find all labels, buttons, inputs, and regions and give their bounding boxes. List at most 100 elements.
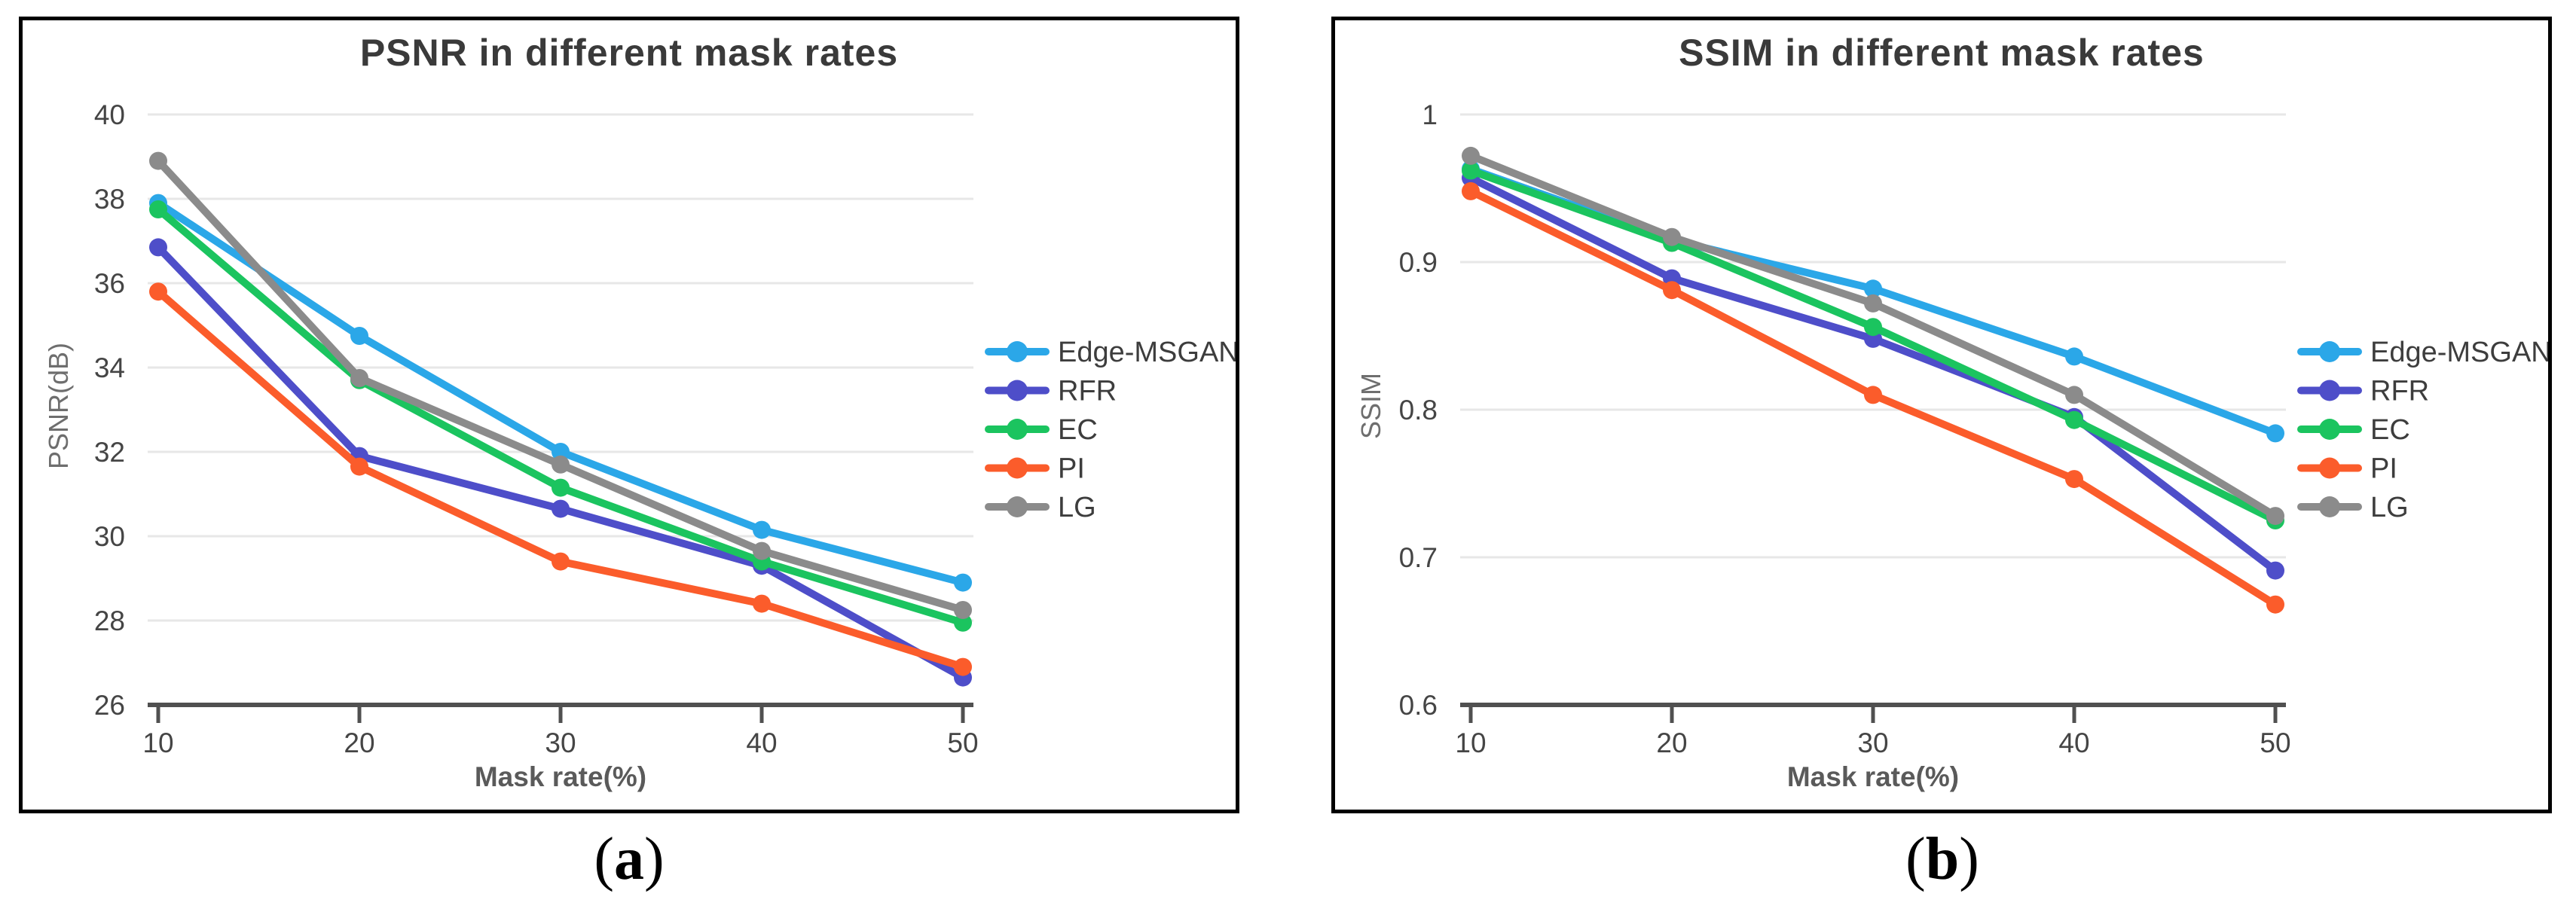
series-marker-PI — [350, 457, 368, 476]
x-tick-label: 40 — [746, 727, 777, 758]
x-tick-label: 10 — [142, 727, 173, 758]
legend-label: LG — [1058, 492, 1096, 523]
legend-marker-dot — [2319, 496, 2340, 517]
series-line-LG — [154, 157, 967, 614]
legend-label: RFR — [1058, 376, 1117, 407]
legend-marker-dot — [1007, 341, 1028, 362]
x-tick-label: 50 — [2260, 727, 2290, 758]
legend-label: PI — [2370, 453, 2397, 485]
series-marker-PI — [1462, 181, 1480, 200]
series-marker-PI — [954, 657, 972, 676]
legend-label: PI — [1058, 453, 1085, 485]
series-marker-Edge-MSGAN — [954, 573, 972, 592]
series-marker-EC — [2065, 410, 2083, 429]
x-tick-label: 30 — [545, 727, 576, 758]
series-marker-PI — [552, 552, 570, 571]
legend-label: Edge-MSGAN — [2370, 337, 2548, 368]
caption-letter-b: b — [1925, 826, 1960, 892]
series-marker-PI — [753, 594, 771, 613]
series-marker-LG — [2266, 507, 2284, 526]
series-marker-LG — [2065, 386, 2083, 404]
psnr-line-chart: 10 20 30 40 50 40 38 36 34 32 30 28 26 Edge-MSGAN RFR E… — [94, 99, 1236, 758]
psnr-chart-title: PSNR in different mask rates — [359, 32, 899, 74]
caption-letter-a: a — [614, 826, 644, 892]
series-marker-LG — [1663, 227, 1681, 246]
series-marker-PI — [2065, 470, 2083, 489]
legend-label: EC — [1058, 414, 1098, 446]
series-marker-PI — [149, 282, 167, 301]
series-marker-EC — [1864, 318, 1882, 337]
y-tick-label: 1 — [1422, 99, 1438, 130]
caption-paren: ) — [644, 826, 665, 892]
x-tick-label: 20 — [344, 727, 374, 758]
y-tick-label: 0.9 — [1399, 247, 1438, 278]
x-tick-label: 20 — [1656, 727, 1687, 758]
ssim-chart-title: SSIM in different mask rates — [1679, 32, 2205, 74]
psnr-y-axis-label: PSNR(dB) — [43, 342, 74, 470]
y-tick-label: 34 — [94, 352, 125, 383]
series-marker-LG — [552, 455, 570, 474]
caption-paren: ( — [1905, 826, 1926, 892]
series-marker-Edge-MSGAN — [1864, 279, 1882, 298]
series-marker-EC — [552, 478, 570, 497]
series-line-RFR — [1467, 174, 2279, 575]
legend-label: Edge-MSGAN — [1058, 337, 1236, 368]
series-marker-RFR — [149, 238, 167, 257]
series-marker-PI — [1864, 386, 1882, 404]
caption-paren: ( — [594, 826, 614, 892]
subfigure-caption-b: (b) — [1822, 825, 2063, 894]
x-tick-label: 10 — [1455, 727, 1486, 758]
legend-label: LG — [2370, 492, 2409, 523]
y-tick-label: 38 — [94, 184, 125, 215]
legend-label: RFR — [2370, 376, 2429, 407]
psnr-chart-panel: 10 20 30 40 50 40 38 36 34 32 30 28 26 Edge-MSGAN RFR E… — [19, 17, 1239, 813]
series-marker-PI — [2266, 595, 2284, 614]
series-marker-EC — [149, 200, 167, 218]
legend-marker-dot — [1007, 457, 1028, 479]
series-marker-LG — [149, 151, 167, 170]
series-marker-LG — [954, 601, 972, 619]
subfigure-caption-a: (a) — [509, 825, 750, 894]
legend-marker-dot — [2319, 419, 2340, 440]
series-marker-Edge-MSGAN — [552, 443, 570, 461]
x-tick-label: 30 — [1857, 727, 1888, 758]
series-marker-LG — [1864, 294, 1882, 313]
x-tick-label: 50 — [947, 727, 978, 758]
caption-paren: ) — [1959, 826, 1979, 892]
legend-marker-dot — [2319, 380, 2340, 401]
x-tick-label: 40 — [2058, 727, 2089, 758]
y-tick-label: 28 — [94, 605, 125, 636]
psnr-x-axis-label: Mask rate(%) — [474, 761, 647, 792]
legend-label: EC — [2370, 414, 2410, 446]
ssim-y-axis-label: SSIM — [1355, 372, 1386, 440]
series-marker-Edge-MSGAN — [350, 327, 368, 345]
y-tick-label: 32 — [94, 437, 125, 468]
series-marker-Edge-MSGAN — [2266, 424, 2284, 443]
y-tick-label: 0.8 — [1399, 395, 1438, 425]
series-marker-LG — [753, 541, 771, 560]
ssim-chart-panel: 10 20 30 40 50 1 0.9 0.8 0.7 0.6 Edge-MSGAN RFR EC PI… — [1331, 17, 2552, 813]
series-marker-EC — [1462, 161, 1480, 180]
legend-marker-dot — [1007, 419, 1028, 440]
y-tick-label: 0.6 — [1399, 690, 1438, 721]
y-tick-label: 36 — [94, 268, 125, 299]
y-tick-label: 26 — [94, 690, 125, 721]
y-tick-label: 40 — [94, 99, 125, 130]
y-tick-label: 30 — [94, 521, 125, 552]
ssim-line-chart: 10 20 30 40 50 1 0.9 0.8 0.7 0.6 Edge-MSGAN RFR EC PI… — [1399, 99, 2548, 758]
series-marker-RFR — [552, 499, 570, 518]
ssim-x-axis-label: Mask rate(%) — [1786, 761, 1960, 792]
series-marker-EC — [954, 613, 972, 632]
legend-marker-dot — [2319, 457, 2340, 479]
legend-marker-dot — [1007, 496, 1028, 517]
legend-marker-dot — [2319, 341, 2340, 362]
series-marker-RFR — [2266, 561, 2284, 580]
series-marker-PI — [1663, 281, 1681, 300]
series-marker-LG — [1462, 146, 1480, 165]
series-marker-Edge-MSGAN — [753, 520, 771, 539]
y-tick-label: 0.7 — [1399, 542, 1438, 573]
legend-marker-dot — [1007, 380, 1028, 401]
series-marker-Edge-MSGAN — [2065, 347, 2083, 366]
series-marker-LG — [350, 369, 368, 387]
